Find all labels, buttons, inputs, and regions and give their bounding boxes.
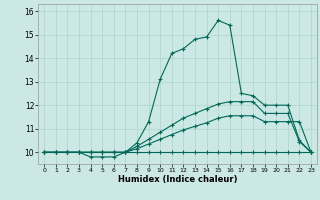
X-axis label: Humidex (Indice chaleur): Humidex (Indice chaleur) xyxy=(118,175,237,184)
